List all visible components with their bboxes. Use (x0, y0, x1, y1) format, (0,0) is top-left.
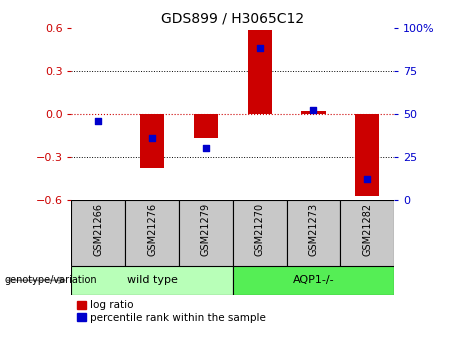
Bar (340, 200, 394, 266)
Bar (233, 200, 287, 266)
Point (364, 177, 371, 182)
Bar (287, 200, 340, 266)
Point (202, 146, 210, 151)
Text: wild type: wild type (127, 275, 177, 285)
Bar (140, 114, 164, 168)
Bar (355, 114, 379, 196)
Point (256, 46, 263, 51)
Text: GSM21282: GSM21282 (362, 203, 372, 256)
Point (95, 118, 102, 124)
Text: GSM21270: GSM21270 (254, 203, 265, 256)
Bar (194, 114, 218, 138)
Bar (71, 200, 125, 266)
Bar (179, 200, 233, 266)
Bar (301, 111, 325, 114)
Text: genotype/variation: genotype/variation (5, 275, 97, 285)
Legend: log ratio, percentile rank within the sample: log ratio, percentile rank within the sa… (77, 300, 266, 323)
Text: AQP1-/-: AQP1-/- (293, 275, 334, 285)
Text: GSM21273: GSM21273 (308, 203, 319, 256)
Bar (248, 30, 272, 114)
Bar (233, 266, 394, 295)
Text: GSM21279: GSM21279 (201, 203, 211, 256)
Point (148, 135, 156, 141)
Text: GSM21276: GSM21276 (147, 203, 157, 256)
Title: GDS899 / H3065C12: GDS899 / H3065C12 (161, 11, 304, 25)
Text: GSM21266: GSM21266 (93, 203, 103, 256)
Bar (125, 200, 179, 266)
Point (310, 108, 317, 113)
Bar (71, 266, 233, 295)
